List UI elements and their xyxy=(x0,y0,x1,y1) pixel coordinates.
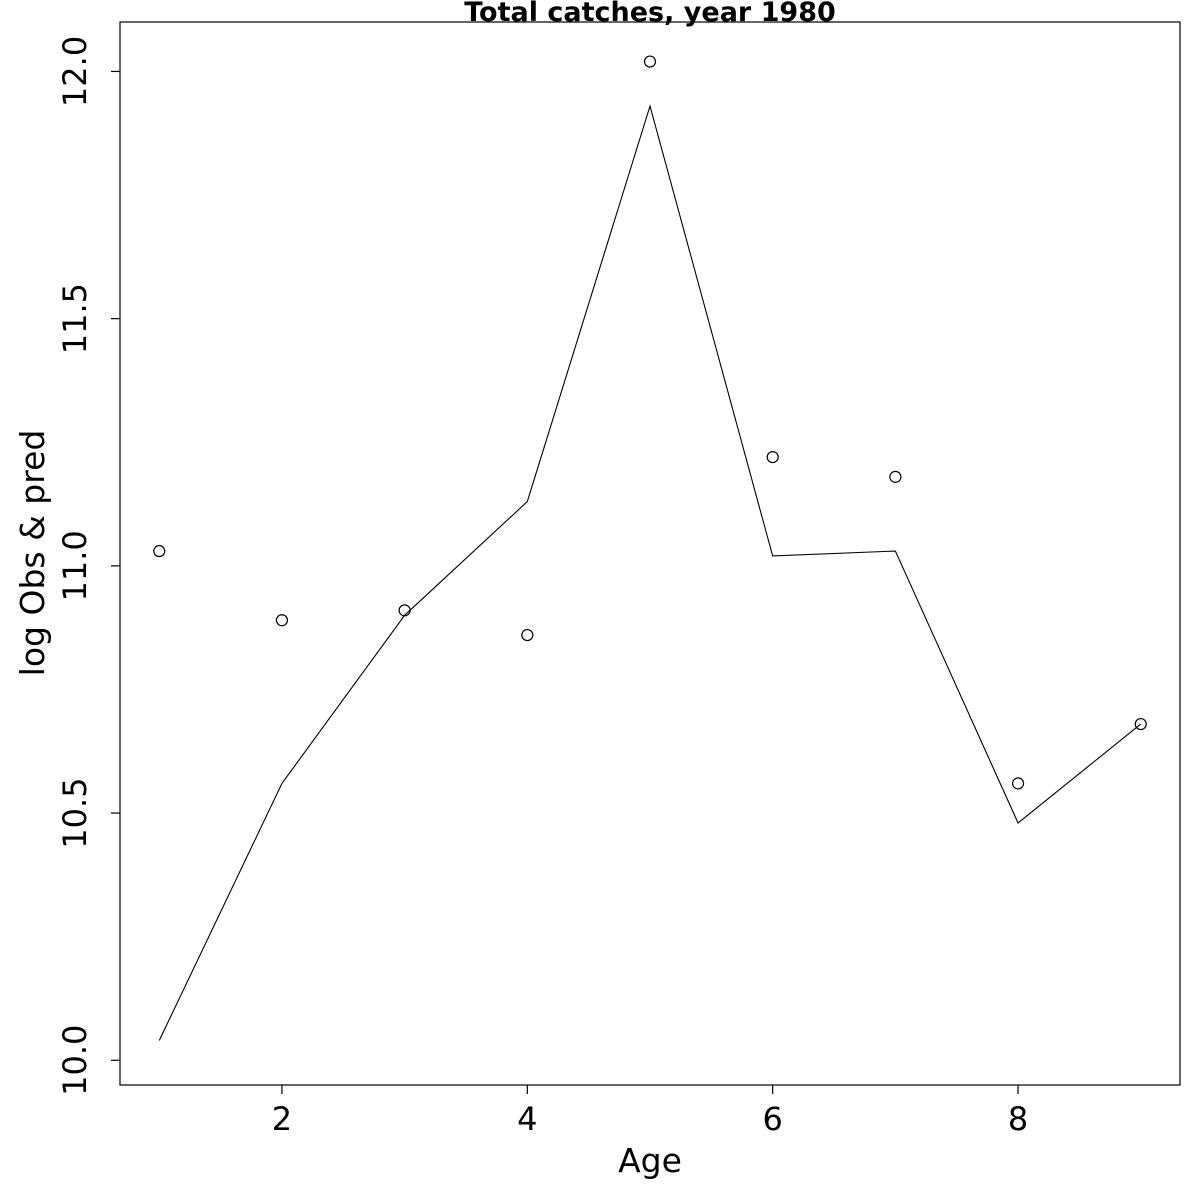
plot-area: 2 4 6 8 10.0 10.5 11.0 11.5 12.0 xyxy=(56,21,1181,1138)
observed-point xyxy=(889,470,902,483)
observed-point xyxy=(766,450,779,464)
observed-point xyxy=(643,55,657,68)
y-axis-label: log Obs & pred xyxy=(13,430,52,677)
y-tick-label: 11.5 xyxy=(56,283,94,354)
chart-title: Total catches, year 1980 xyxy=(464,0,836,28)
observed-point xyxy=(153,544,166,558)
x-tick-label: 8 xyxy=(1008,1100,1028,1138)
plot-box xyxy=(119,21,1181,1086)
x-tick-label: 2 xyxy=(272,1100,292,1138)
predicted-line xyxy=(158,104,1142,1041)
observed-point xyxy=(398,604,411,617)
x-tick-label: 4 xyxy=(517,1100,537,1138)
y-tick-label: 11.0 xyxy=(56,530,94,601)
observed-point xyxy=(1134,717,1147,731)
observed-point xyxy=(275,614,289,627)
x-tick-label: 6 xyxy=(763,1100,783,1138)
y-tick-label: 10.5 xyxy=(56,777,94,848)
observed-point xyxy=(1011,777,1025,790)
y-tick-label: 10.0 xyxy=(56,1025,94,1096)
x-axis-label: Age xyxy=(618,1141,682,1180)
observed-point xyxy=(521,628,534,642)
y-tick-label: 12.0 xyxy=(56,36,94,107)
